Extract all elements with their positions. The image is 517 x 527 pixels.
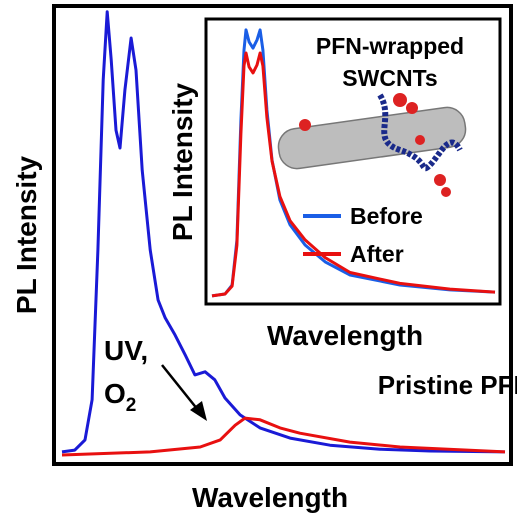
inset-annotation: SWCNTs	[342, 65, 437, 91]
legend-label: After	[350, 241, 404, 267]
data-line	[61, 416, 506, 457]
nanotube	[277, 106, 467, 170]
atom	[415, 135, 425, 145]
annotation: O2	[104, 378, 136, 416]
legend: Before After	[303, 203, 423, 267]
inset-x-axis-label: Wavelength	[267, 320, 423, 351]
atom	[299, 119, 311, 131]
x-axis-label: Wavelength	[192, 482, 348, 513]
annotation: UV,	[104, 335, 148, 366]
inset-y-axis-label: PL Intensity	[167, 82, 198, 241]
annotation: Pristine PFN	[378, 370, 517, 400]
polymer-chain	[377, 93, 463, 172]
inset-annotation: PFN-wrapped	[316, 33, 464, 59]
data-line	[211, 51, 496, 298]
atom	[406, 102, 418, 114]
y-axis-label: PL Intensity	[11, 155, 42, 314]
annotation-subscript: 2	[126, 395, 137, 416]
main-frame	[52, 4, 513, 466]
data-line	[61, 10, 506, 454]
atom	[393, 93, 407, 107]
main-plot	[61, 10, 506, 457]
atom	[434, 174, 446, 186]
legend-label: Before	[350, 203, 423, 229]
arrow-head	[190, 401, 207, 421]
annotation-text: O	[104, 378, 126, 409]
inset-plot	[211, 28, 496, 298]
nanotube-illustration	[277, 93, 467, 197]
arrow	[161, 364, 199, 411]
atom	[441, 187, 451, 197]
